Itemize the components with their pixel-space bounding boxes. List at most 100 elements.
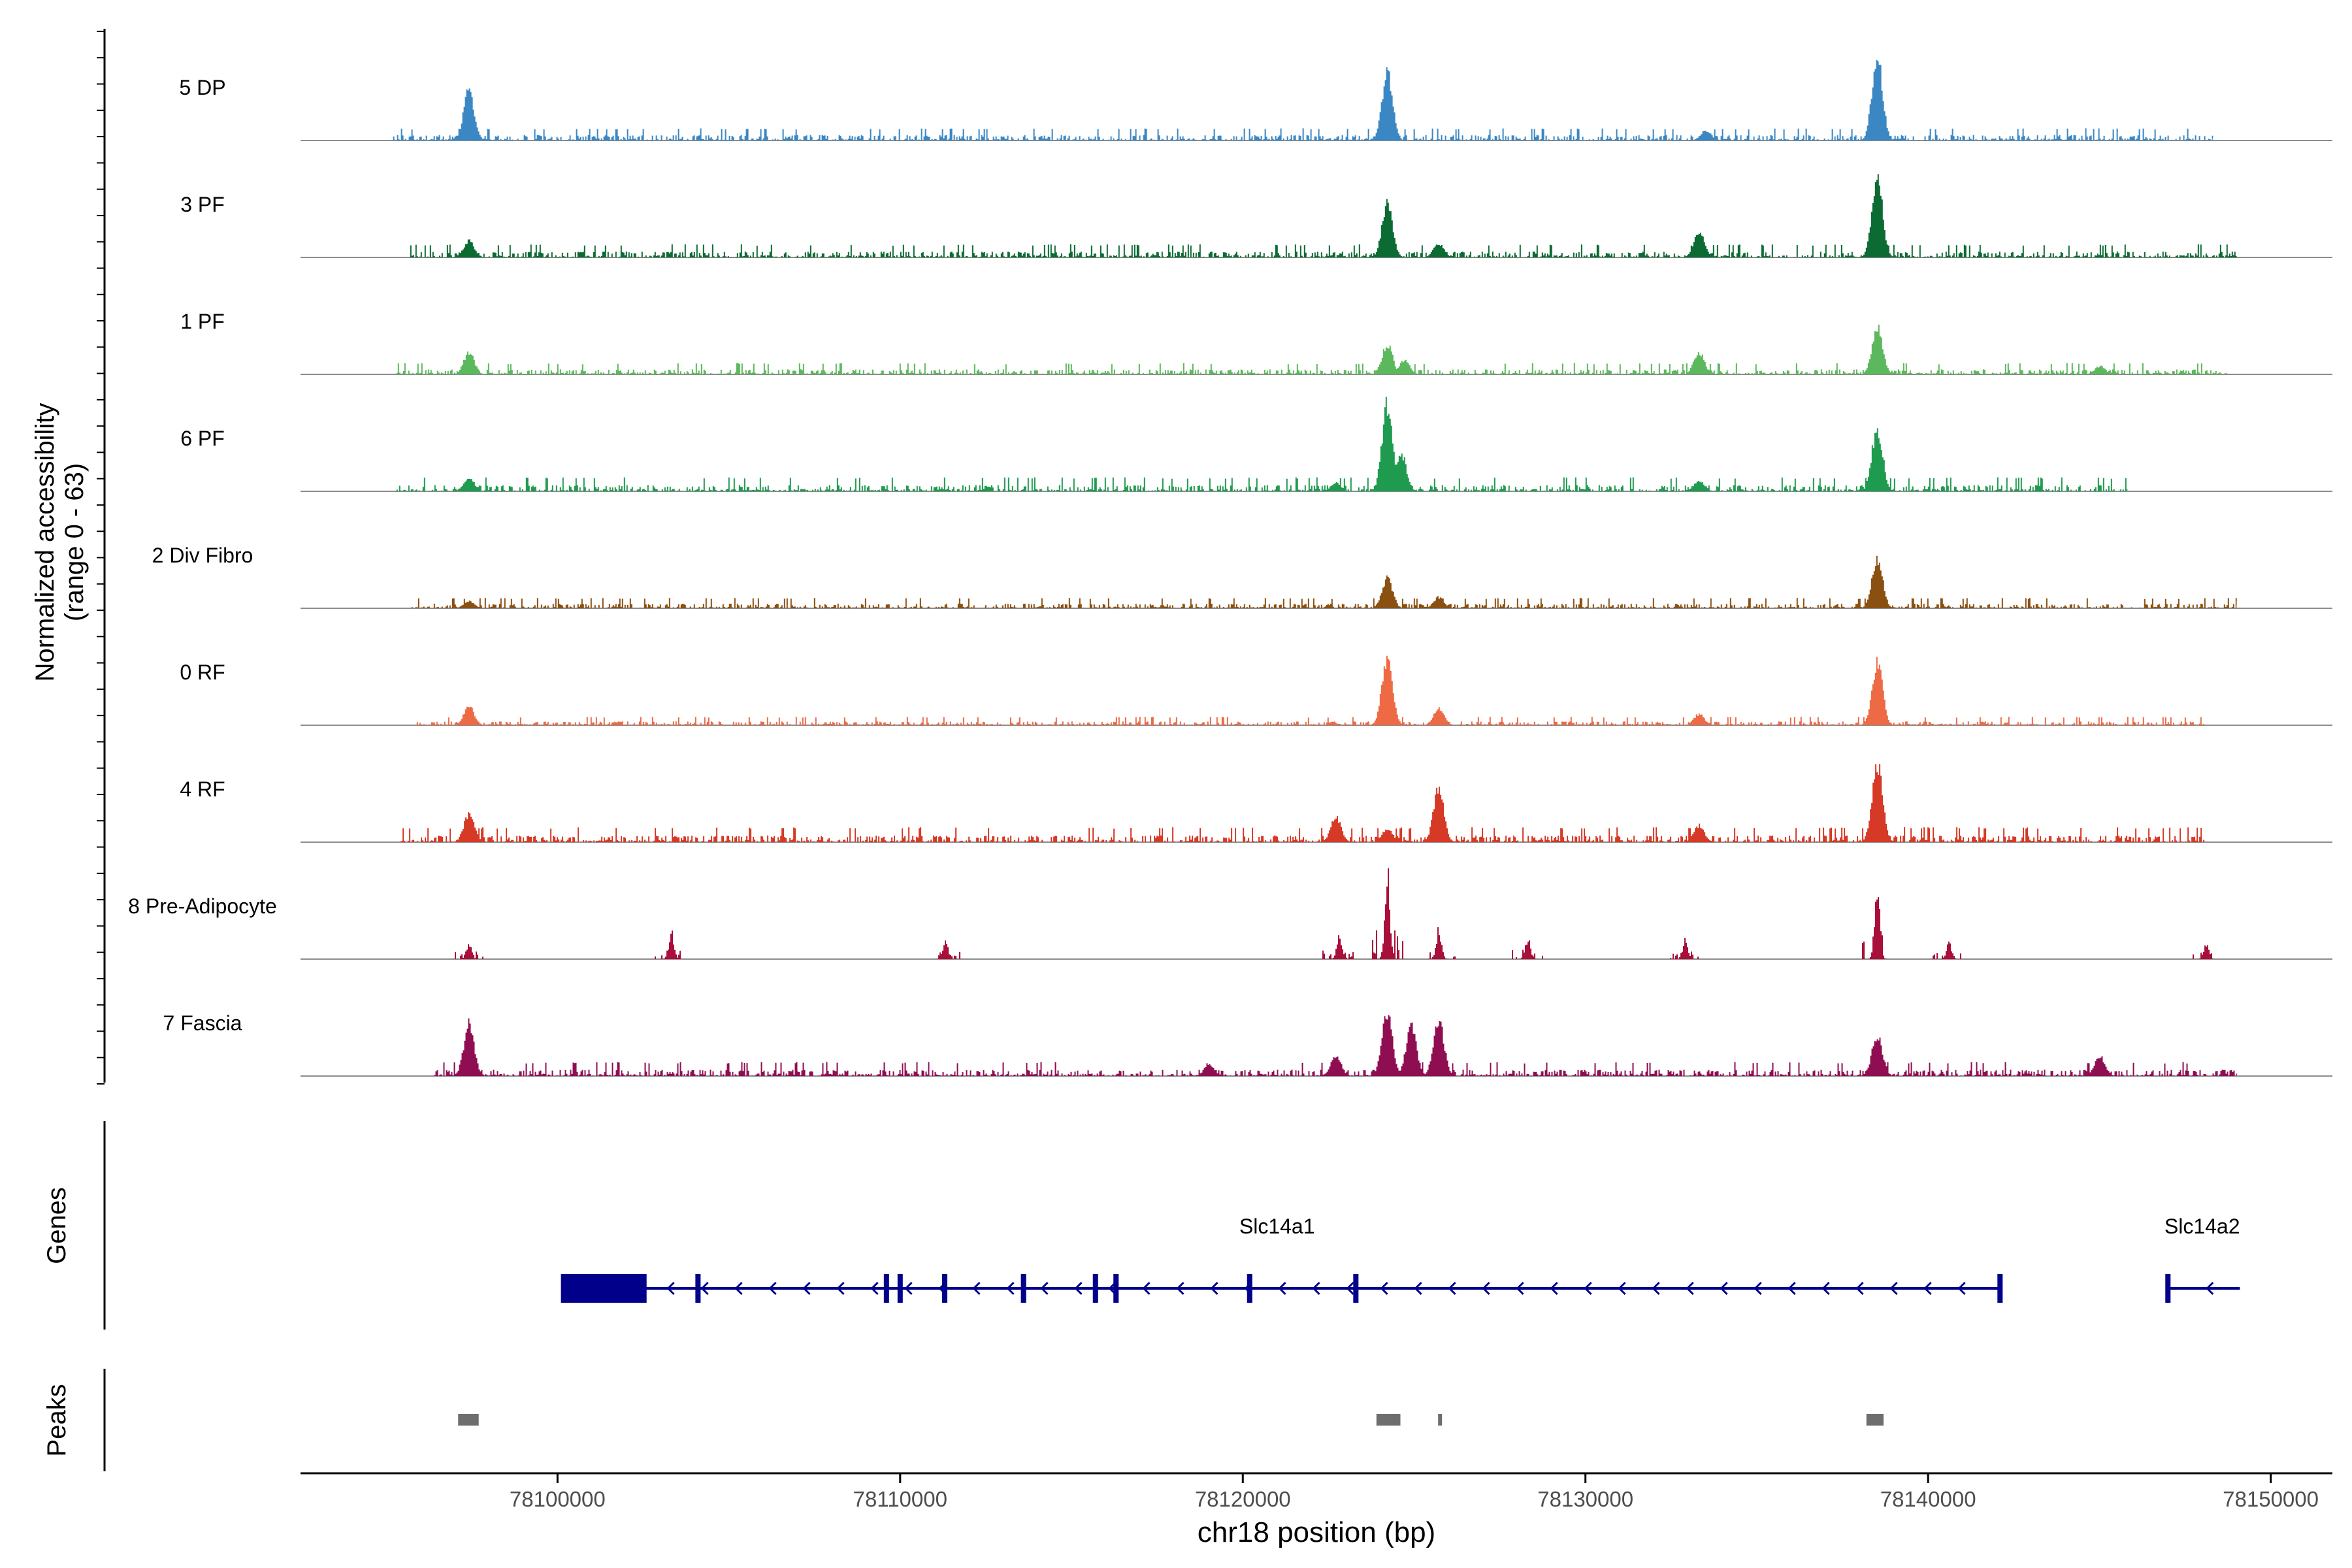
- track-8-pre-adipocyte: 8 Pre-Adipocyte: [128, 868, 2332, 960]
- strand-chevron: [972, 1281, 981, 1296]
- strand-chevron: [1550, 1281, 1558, 1296]
- track-3-pf: 3 PF: [180, 174, 2332, 258]
- strand-chevron: [1516, 1281, 1524, 1296]
- strand-chevron: [1074, 1281, 1083, 1296]
- gene-name-label: Slc14a2: [2164, 1215, 2240, 1238]
- strand-chevron: [1788, 1281, 1796, 1296]
- peak-region: [1376, 1414, 1401, 1426]
- gene-slc14a2: Slc14a2: [2164, 1215, 2240, 1303]
- strand-chevron: [1176, 1281, 1184, 1296]
- track-label: 5 DP: [179, 76, 225, 99]
- peaks-panel: Peaks: [42, 1369, 1884, 1471]
- strand-chevron: [870, 1281, 879, 1296]
- track-label: 1 PF: [180, 310, 225, 333]
- gene-exon: [1092, 1274, 1098, 1303]
- gene-exon: [897, 1274, 903, 1303]
- coverage-tracks: 5 DP 3 PF 1 PF 6 PF 2 Div Fibro 0 RF 4 RF 8 Pre…: [128, 59, 2332, 1077]
- strand-chevron: [1618, 1281, 1626, 1296]
- gene-exon: [1247, 1274, 1252, 1303]
- strand-chevron: [1040, 1281, 1049, 1296]
- x-tick-label: 78140000: [1880, 1487, 1976, 1511]
- strand-chevron: [1584, 1281, 1592, 1296]
- strand-chevron: [1210, 1281, 1218, 1296]
- coverage-area: [410, 655, 2207, 725]
- x-tick-label: 78130000: [1537, 1487, 1633, 1511]
- coverage-area: [410, 555, 2237, 608]
- y-axis-label-line1: Normalized accessibility: [31, 403, 59, 682]
- x-tick-label: 78150000: [2223, 1487, 2319, 1511]
- coverage-area: [396, 324, 2230, 374]
- coverage-area: [393, 59, 2213, 140]
- gene-name-label: Slc14a1: [1239, 1215, 1315, 1238]
- coverage-area: [410, 174, 2237, 257]
- track-label: 4 RF: [180, 777, 225, 801]
- x-tick-label: 78100000: [510, 1487, 606, 1511]
- track-label: 7 Fascia: [163, 1011, 242, 1035]
- track-label: 2 Div Fibro: [152, 544, 253, 567]
- strand-chevron: [1720, 1281, 1728, 1296]
- strand-chevron: [1686, 1281, 1694, 1296]
- track-5-dp: 5 DP: [179, 59, 2332, 141]
- track-4-rf: 4 RF: [180, 764, 2332, 843]
- axis-labels: Normalized accessibility (range 0 - 63) …: [31, 403, 1435, 1548]
- peak-region: [458, 1414, 479, 1426]
- genes-panel-label: Genes: [42, 1187, 71, 1264]
- strand-chevron: [2206, 1281, 2214, 1296]
- y-axis-label-line2: (range 0 - 63): [60, 463, 89, 621]
- gene-exon: [695, 1274, 701, 1303]
- gene-exon: [883, 1274, 889, 1303]
- peak-region: [1866, 1414, 1884, 1426]
- strand-chevron: [1652, 1281, 1660, 1296]
- strand-chevron: [1278, 1281, 1286, 1296]
- strand-chevron: [768, 1281, 777, 1296]
- track-6-pf: 6 PF: [180, 397, 2332, 492]
- strand-chevron: [666, 1281, 675, 1296]
- gene-exon: [1353, 1274, 1359, 1303]
- strand-chevron: [1414, 1281, 1422, 1296]
- strand-chevron: [1380, 1281, 1388, 1296]
- strand-chevron: [1346, 1281, 1354, 1296]
- x-axis: 78100000 78110000 78120000 78130000 78140000…: [97, 29, 2332, 1511]
- gene-exon: [1113, 1274, 1119, 1303]
- coverage-area: [400, 764, 2206, 842]
- strand-chevron: [1754, 1281, 1762, 1296]
- gene-exon: [2165, 1274, 2171, 1303]
- x-tick-label: 78120000: [1195, 1487, 1291, 1511]
- gene-slc14a1: Slc14a1: [561, 1215, 2003, 1303]
- strand-chevron: [1482, 1281, 1490, 1296]
- coverage-area: [396, 397, 2128, 491]
- strand-chevron: [1006, 1281, 1015, 1296]
- x-axis-label: chr18 position (bp): [1198, 1516, 1435, 1548]
- x-tick-label: 78110000: [853, 1487, 947, 1511]
- track-label: 3 PF: [180, 193, 225, 216]
- strand-chevron: [1923, 1281, 1932, 1296]
- track-label: 8 Pre-Adipocyte: [128, 894, 277, 918]
- peak-region: [1438, 1414, 1443, 1426]
- coverage-area: [455, 868, 2213, 959]
- track-2-div-fibro: 2 Div Fibro: [152, 544, 2332, 609]
- strand-chevron: [836, 1281, 845, 1296]
- gene-panel: Genes Slc14a1 Slc14a2: [42, 1121, 2240, 1330]
- coverage-area: [434, 1015, 2238, 1076]
- track-label: 0 RF: [180, 661, 225, 684]
- strand-chevron: [1821, 1281, 1830, 1296]
- strand-chevron: [1142, 1281, 1151, 1296]
- strand-chevron: [904, 1281, 913, 1296]
- track-0-rf: 0 RF: [180, 655, 2332, 726]
- gene-exon: [1021, 1274, 1026, 1303]
- track-7-fascia: 7 Fascia: [163, 1011, 2332, 1077]
- strand-chevron: [1889, 1281, 1898, 1296]
- strand-chevron: [1957, 1281, 1966, 1296]
- gene-exon: [941, 1274, 947, 1303]
- peaks-panel-label: Peaks: [42, 1384, 71, 1456]
- track-label: 6 PF: [180, 427, 225, 450]
- strand-chevron: [1448, 1281, 1456, 1296]
- strand-chevron: [700, 1281, 709, 1296]
- gene-utr-block: [561, 1274, 647, 1303]
- strand-chevron: [1855, 1281, 1864, 1296]
- strand-chevron: [802, 1281, 811, 1296]
- track-1-pf: 1 PF: [180, 310, 2332, 375]
- gene-exon: [1997, 1274, 2003, 1303]
- strand-chevron: [1312, 1281, 1320, 1296]
